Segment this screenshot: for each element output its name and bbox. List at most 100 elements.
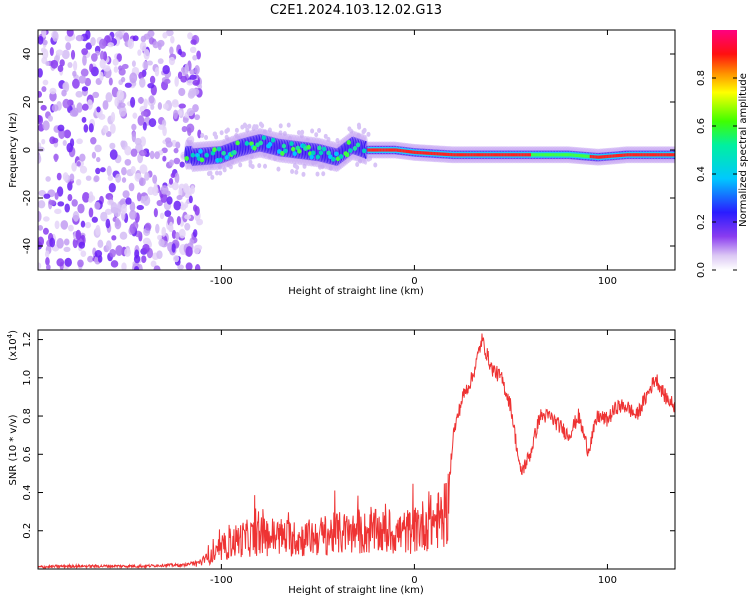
ridge-core	[668, 153, 671, 157]
noise-speckle	[138, 149, 147, 157]
noise-speckle	[147, 82, 155, 89]
ridge-core	[600, 155, 603, 159]
ridge-core	[629, 153, 632, 157]
colorbar-tick-label: 0.0	[696, 262, 707, 278]
noise-speckle	[42, 120, 50, 131]
ridge-core	[656, 153, 658, 157]
ridge-core	[546, 153, 549, 157]
ridge-core	[639, 153, 641, 157]
noise-speckle	[97, 255, 103, 263]
ridge-core	[594, 155, 597, 159]
ridge-core	[602, 155, 604, 159]
ridge-peak	[204, 152, 209, 158]
snr-xtick-label: -100	[210, 575, 233, 586]
ridge-peak	[362, 148, 367, 154]
ridge-core	[578, 154, 581, 158]
ridge-core	[501, 153, 504, 157]
noise-speckle	[142, 195, 151, 206]
ridge-core	[652, 153, 655, 157]
noise-speckle	[42, 79, 49, 86]
noise-speckle	[43, 193, 51, 199]
noise-speckle	[42, 39, 48, 46]
ridge-core	[608, 154, 611, 158]
exponent-close: )	[8, 330, 19, 334]
ridge-core	[470, 153, 473, 157]
noise-speckle	[160, 193, 168, 204]
ridge-core	[483, 153, 485, 157]
noise-speckle	[79, 165, 88, 174]
noise-speckle	[41, 30, 47, 38]
noise-speckle	[162, 32, 168, 39]
ridge-core	[368, 148, 371, 152]
ridge-core	[642, 153, 644, 157]
noise-speckle	[38, 91, 42, 98]
noise-speckle	[49, 237, 56, 248]
noise-speckle	[150, 260, 157, 268]
noise-speckle	[140, 255, 147, 263]
ridge-core	[660, 153, 663, 157]
noise-speckle	[91, 216, 98, 223]
noise-speckle	[51, 104, 59, 112]
noise-speckle	[102, 100, 109, 110]
ridge-core	[673, 153, 675, 157]
ridge-peak	[345, 152, 350, 158]
noise-speckle	[105, 240, 112, 251]
noise-speckle	[121, 63, 129, 70]
noise-speckle	[83, 123, 89, 133]
noise-speckle	[107, 175, 114, 182]
ridge-core	[413, 150, 416, 154]
noise-speckle	[77, 259, 84, 268]
noise-speckle	[150, 104, 155, 110]
ridge-halo	[290, 169, 295, 175]
noise-speckle	[157, 124, 166, 130]
ridge-halo	[252, 124, 257, 130]
noise-speckle	[188, 195, 193, 204]
ridge-core	[645, 153, 648, 157]
ridge-halo	[210, 174, 215, 180]
noise-speckle	[131, 123, 137, 131]
noise-speckle	[40, 104, 47, 111]
noise-speckle	[168, 221, 174, 231]
noise-speckle	[159, 212, 165, 220]
noise-speckle	[156, 250, 163, 260]
ridge-halo	[310, 128, 315, 134]
noise-speckle	[113, 66, 119, 73]
ridge-core	[557, 153, 560, 157]
snr-xlabel: Height of straight line (km)	[288, 585, 424, 596]
ridge-core	[537, 153, 539, 157]
noise-speckle	[144, 171, 150, 181]
ridge-core	[375, 148, 377, 152]
ridge-peak	[267, 141, 273, 147]
noise-speckle	[168, 56, 176, 66]
noise-speckle	[173, 109, 179, 120]
spectrogram-ytick-label: 20	[22, 96, 33, 109]
noise-speckle	[89, 63, 94, 73]
snr-xtick-label: 0	[411, 575, 417, 586]
ridge-core	[665, 153, 668, 157]
ridge-core	[376, 148, 379, 152]
ridge-core	[640, 153, 643, 157]
spectrogram-xtick-label: 100	[598, 276, 617, 287]
ridge-core	[398, 148, 400, 152]
noise-speckle	[54, 192, 59, 200]
ridge-peak	[270, 137, 276, 143]
ridge-halo	[355, 162, 360, 168]
ridge-core	[395, 148, 397, 152]
noise-speckle	[105, 218, 111, 229]
ridge-halo	[248, 162, 253, 168]
noise-speckle	[82, 191, 90, 203]
ridge-peak	[184, 156, 189, 161]
noise-speckle	[57, 124, 65, 132]
noise-speckle	[192, 79, 200, 86]
ridge-core	[371, 148, 374, 152]
ridge-core	[609, 154, 612, 158]
ridge-core	[453, 153, 456, 157]
ridge-core	[407, 149, 410, 154]
ridge-core	[534, 153, 536, 157]
noise-speckle	[80, 250, 87, 258]
noise-speckle	[129, 223, 136, 235]
ridge-core	[401, 149, 404, 153]
noise-speckle	[194, 114, 201, 121]
ridge-core	[666, 153, 669, 157]
noise-speckle	[90, 137, 97, 145]
